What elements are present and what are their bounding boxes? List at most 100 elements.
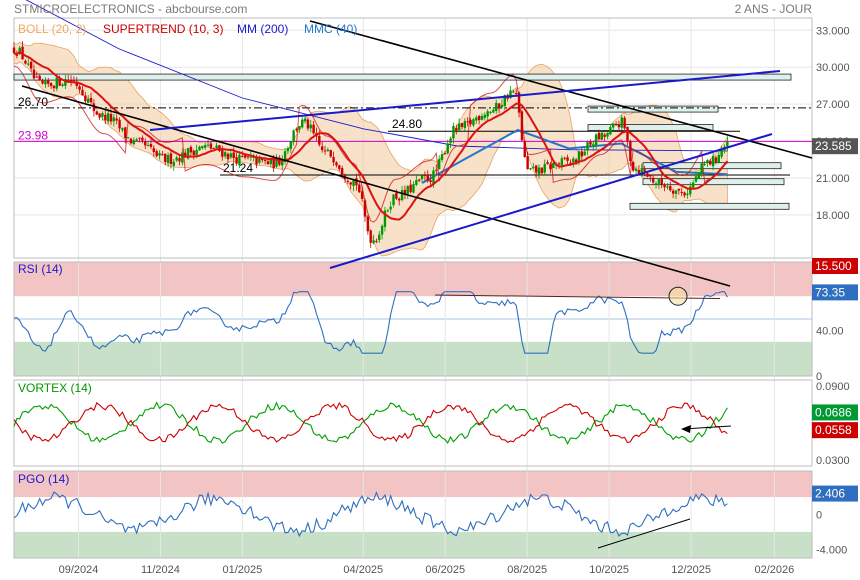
candle <box>415 174 418 187</box>
candle-body <box>623 117 626 129</box>
candle-body <box>711 155 715 167</box>
candle-body <box>124 127 127 139</box>
candle-body <box>415 180 418 185</box>
candle-body <box>126 137 130 139</box>
candle <box>81 85 84 96</box>
candle-body <box>164 153 167 162</box>
candle <box>526 151 529 170</box>
candle-body <box>577 151 581 163</box>
candle-body <box>323 150 327 152</box>
low-price-value: 15.500 <box>815 259 852 273</box>
candle-body <box>669 186 672 191</box>
candle-body <box>697 173 701 179</box>
candle <box>477 114 481 125</box>
candle <box>52 84 56 92</box>
rsi-panel-frame <box>13 261 813 377</box>
candle-body <box>112 117 116 122</box>
legend-mmc40: MMC (40) <box>304 22 358 36</box>
candle <box>146 141 150 147</box>
candle-body <box>671 190 675 194</box>
candle <box>694 171 698 183</box>
candle-body <box>106 113 110 122</box>
candle <box>155 149 158 158</box>
candle <box>683 191 686 198</box>
candle-body <box>589 141 592 145</box>
candle-body <box>552 163 555 169</box>
candle <box>329 149 332 158</box>
candle-body <box>89 97 93 103</box>
candle <box>201 145 204 150</box>
candle-body <box>300 119 304 128</box>
candle <box>520 109 524 142</box>
pgo-value: 2.406 <box>815 487 845 501</box>
candle <box>534 164 538 178</box>
pgo-line <box>13 491 728 538</box>
candle <box>289 141 292 154</box>
candle <box>164 153 167 166</box>
candle <box>417 178 421 183</box>
candle <box>203 142 207 151</box>
candle-body <box>312 124 315 134</box>
candle <box>512 89 515 94</box>
candle-body <box>104 114 107 121</box>
candle-body <box>47 79 50 84</box>
candle-body <box>332 156 335 163</box>
price-y-tick: 33.000 <box>816 25 850 37</box>
rsi-value-badge <box>812 284 858 301</box>
x-tick-label: 01/2025 <box>223 564 263 576</box>
candle-body <box>275 158 278 167</box>
candle <box>709 158 712 166</box>
candle <box>135 137 138 142</box>
candle-body <box>429 180 432 183</box>
candle-body <box>135 139 138 141</box>
candle-body <box>58 78 61 86</box>
candle <box>172 158 175 171</box>
candle <box>420 175 424 184</box>
candle-body <box>574 159 578 163</box>
candle-body <box>626 126 629 142</box>
candle-body <box>403 189 407 195</box>
candle-body <box>452 125 455 139</box>
candle-body <box>338 165 341 170</box>
candle-body <box>389 206 392 210</box>
candle <box>49 82 53 90</box>
candle-body <box>406 186 409 194</box>
candle <box>586 140 589 156</box>
vortex-minus-line <box>13 401 728 444</box>
candle <box>546 159 549 165</box>
x-tick-label: 04/2025 <box>343 564 383 576</box>
candle <box>572 156 575 168</box>
candle <box>614 121 618 127</box>
candle-body <box>700 163 703 175</box>
candle <box>532 163 535 170</box>
candle-body <box>363 200 367 217</box>
candle-body <box>226 153 230 160</box>
candle-body <box>460 122 464 127</box>
candle <box>691 180 695 189</box>
candle-body <box>232 152 235 158</box>
candle-body <box>497 103 501 109</box>
candle <box>292 129 295 146</box>
candle-body <box>184 152 187 158</box>
candle-body <box>572 158 575 163</box>
candle-body <box>592 144 595 146</box>
candle <box>61 83 64 88</box>
candle-body <box>631 162 635 171</box>
candle <box>303 116 307 124</box>
candle <box>101 111 104 121</box>
candle-body <box>566 157 569 161</box>
candle-body <box>86 98 90 103</box>
candle <box>109 109 113 125</box>
candle <box>169 149 173 169</box>
candle <box>612 123 615 131</box>
candle <box>671 188 675 199</box>
level-label-24-80: 24.80 <box>392 117 422 131</box>
candle <box>41 78 44 85</box>
candle <box>726 136 729 152</box>
candle-body <box>360 191 364 199</box>
candle-body <box>446 143 449 154</box>
candle <box>600 130 604 141</box>
candle <box>483 112 487 121</box>
candle <box>549 162 552 174</box>
